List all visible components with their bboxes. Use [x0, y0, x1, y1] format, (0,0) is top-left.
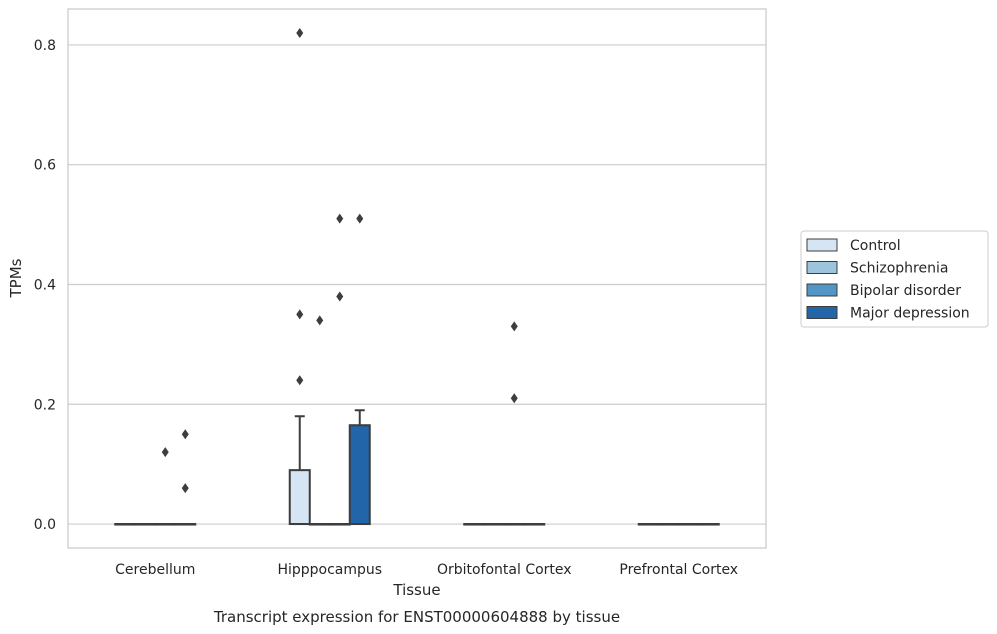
y-tick-label: 0.8: [34, 38, 56, 54]
box-major-depression: [697, 523, 720, 526]
x-tick-label: Hipppocampus: [277, 562, 382, 578]
outlier-point: [296, 27, 304, 38]
legend: Control Schizophrenia Bipolar disorder Majo…: [800, 230, 989, 328]
legend-frame: [800, 230, 989, 328]
y-tick-label: 0.4: [34, 277, 56, 293]
x-axis-label: Tissue: [392, 581, 440, 599]
chart-title: Transcript expression for ENST0000060488…: [213, 608, 620, 626]
outlier-point: [510, 321, 518, 332]
x-tick-label: Prefrontal Cortex: [619, 562, 738, 578]
y-tick-label: 0.0: [34, 517, 56, 533]
outlier-point: [181, 429, 189, 440]
y-axis-label: TPMs: [7, 258, 25, 298]
x-tick-label: Cerebellum: [115, 562, 195, 578]
legend-swatch: [806, 238, 838, 252]
outlier-point: [336, 291, 344, 302]
box-bipolar-disorder: [154, 447, 177, 526]
y-axis-ticks: 0.0 0.2 0.4 0.6 0.8: [34, 38, 56, 533]
box-control: [637, 523, 660, 526]
outlier-point: [510, 393, 518, 404]
outlier-point: [296, 375, 304, 386]
legend-swatch: [806, 306, 838, 319]
box-bipolar-disorder: [677, 523, 700, 526]
box-major-depression: [523, 523, 546, 526]
plot-frame: [67, 8, 767, 549]
box-schizophrenia: [134, 523, 157, 526]
legend-swatch: [806, 261, 838, 274]
legend-label: Schizophrenia: [850, 261, 948, 277]
box-bipolar-disorder: [328, 213, 351, 526]
box-control: [114, 523, 137, 526]
x-axis-ticks: Cerebellum Hipppocampus Orbitofontal Corte…: [115, 562, 738, 578]
outlier-point: [356, 213, 364, 224]
legend-swatch: [806, 283, 838, 297]
legend-label: Bipolar disorder: [850, 283, 961, 299]
outlier-point: [316, 315, 324, 326]
plot-area: [114, 27, 720, 526]
legend-label: Control: [850, 238, 901, 254]
box-schizophrenia: [483, 523, 506, 526]
box-body: [288, 469, 311, 526]
box-control: [463, 523, 486, 526]
outlier-point: [181, 483, 189, 494]
grid-lines: [68, 44, 766, 525]
x-tick-label: Orbitofontal Cortex: [437, 562, 572, 578]
box-bipolar-disorder: [503, 321, 526, 526]
box-major-depression: [348, 213, 371, 526]
box-control: [288, 27, 311, 526]
box-schizophrenia: [657, 523, 680, 526]
y-tick-label: 0.6: [34, 158, 56, 174]
box-body: [348, 424, 371, 526]
legend-label: Major depression: [850, 306, 970, 322]
y-tick-label: 0.2: [34, 397, 56, 413]
outlier-point: [296, 309, 304, 320]
outlier-point: [161, 447, 169, 458]
outlier-point: [336, 213, 344, 224]
box-major-depression: [174, 429, 197, 526]
box-schizophrenia: [308, 315, 331, 526]
